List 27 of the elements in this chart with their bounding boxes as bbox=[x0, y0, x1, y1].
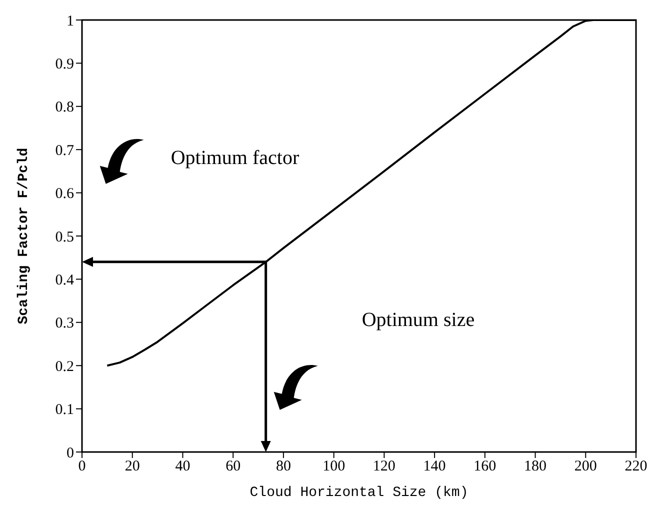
x-tick-label: 160 bbox=[474, 458, 496, 475]
y-tick-label: 0.4 bbox=[55, 272, 74, 289]
y-tick-label: 0.6 bbox=[55, 186, 74, 202]
x-tick-label: 0 bbox=[78, 458, 86, 475]
annotation: Optimum size bbox=[362, 308, 475, 331]
x-tick-label: 100 bbox=[322, 458, 346, 475]
y-tick-label: 0.1 bbox=[55, 402, 74, 418]
x-tick-label: 20 bbox=[124, 458, 140, 475]
x-tick-label: 80 bbox=[276, 458, 291, 475]
x-tick-label: 140 bbox=[423, 458, 446, 475]
y-tick-label: 0.8 bbox=[55, 100, 74, 116]
y-tick-label: 0 bbox=[66, 445, 74, 462]
x-tick-label: 220 bbox=[624, 458, 648, 475]
x-tick-label: 40 bbox=[175, 458, 190, 475]
y-tick-label: 0.9 bbox=[55, 56, 74, 73]
y-tick-label: 0.2 bbox=[55, 358, 74, 375]
y-tick-label: 1 bbox=[66, 13, 74, 30]
x-tick-label: 200 bbox=[574, 458, 597, 475]
x-tick-label: 180 bbox=[524, 458, 547, 475]
y-axis-title: Scaling Factor F/Pcld bbox=[16, 148, 32, 324]
x-tick-label: 120 bbox=[372, 458, 396, 475]
y-tick-label: 0.3 bbox=[55, 316, 74, 332]
annotation: Optimum factor bbox=[170, 146, 300, 169]
y-tick-label: 0.5 bbox=[55, 229, 74, 246]
x-axis-title: Cloud Horizontal Size (km) bbox=[250, 485, 468, 501]
y-tick-label: 0.7 bbox=[55, 142, 74, 159]
x-tick-label: 60 bbox=[226, 458, 241, 475]
